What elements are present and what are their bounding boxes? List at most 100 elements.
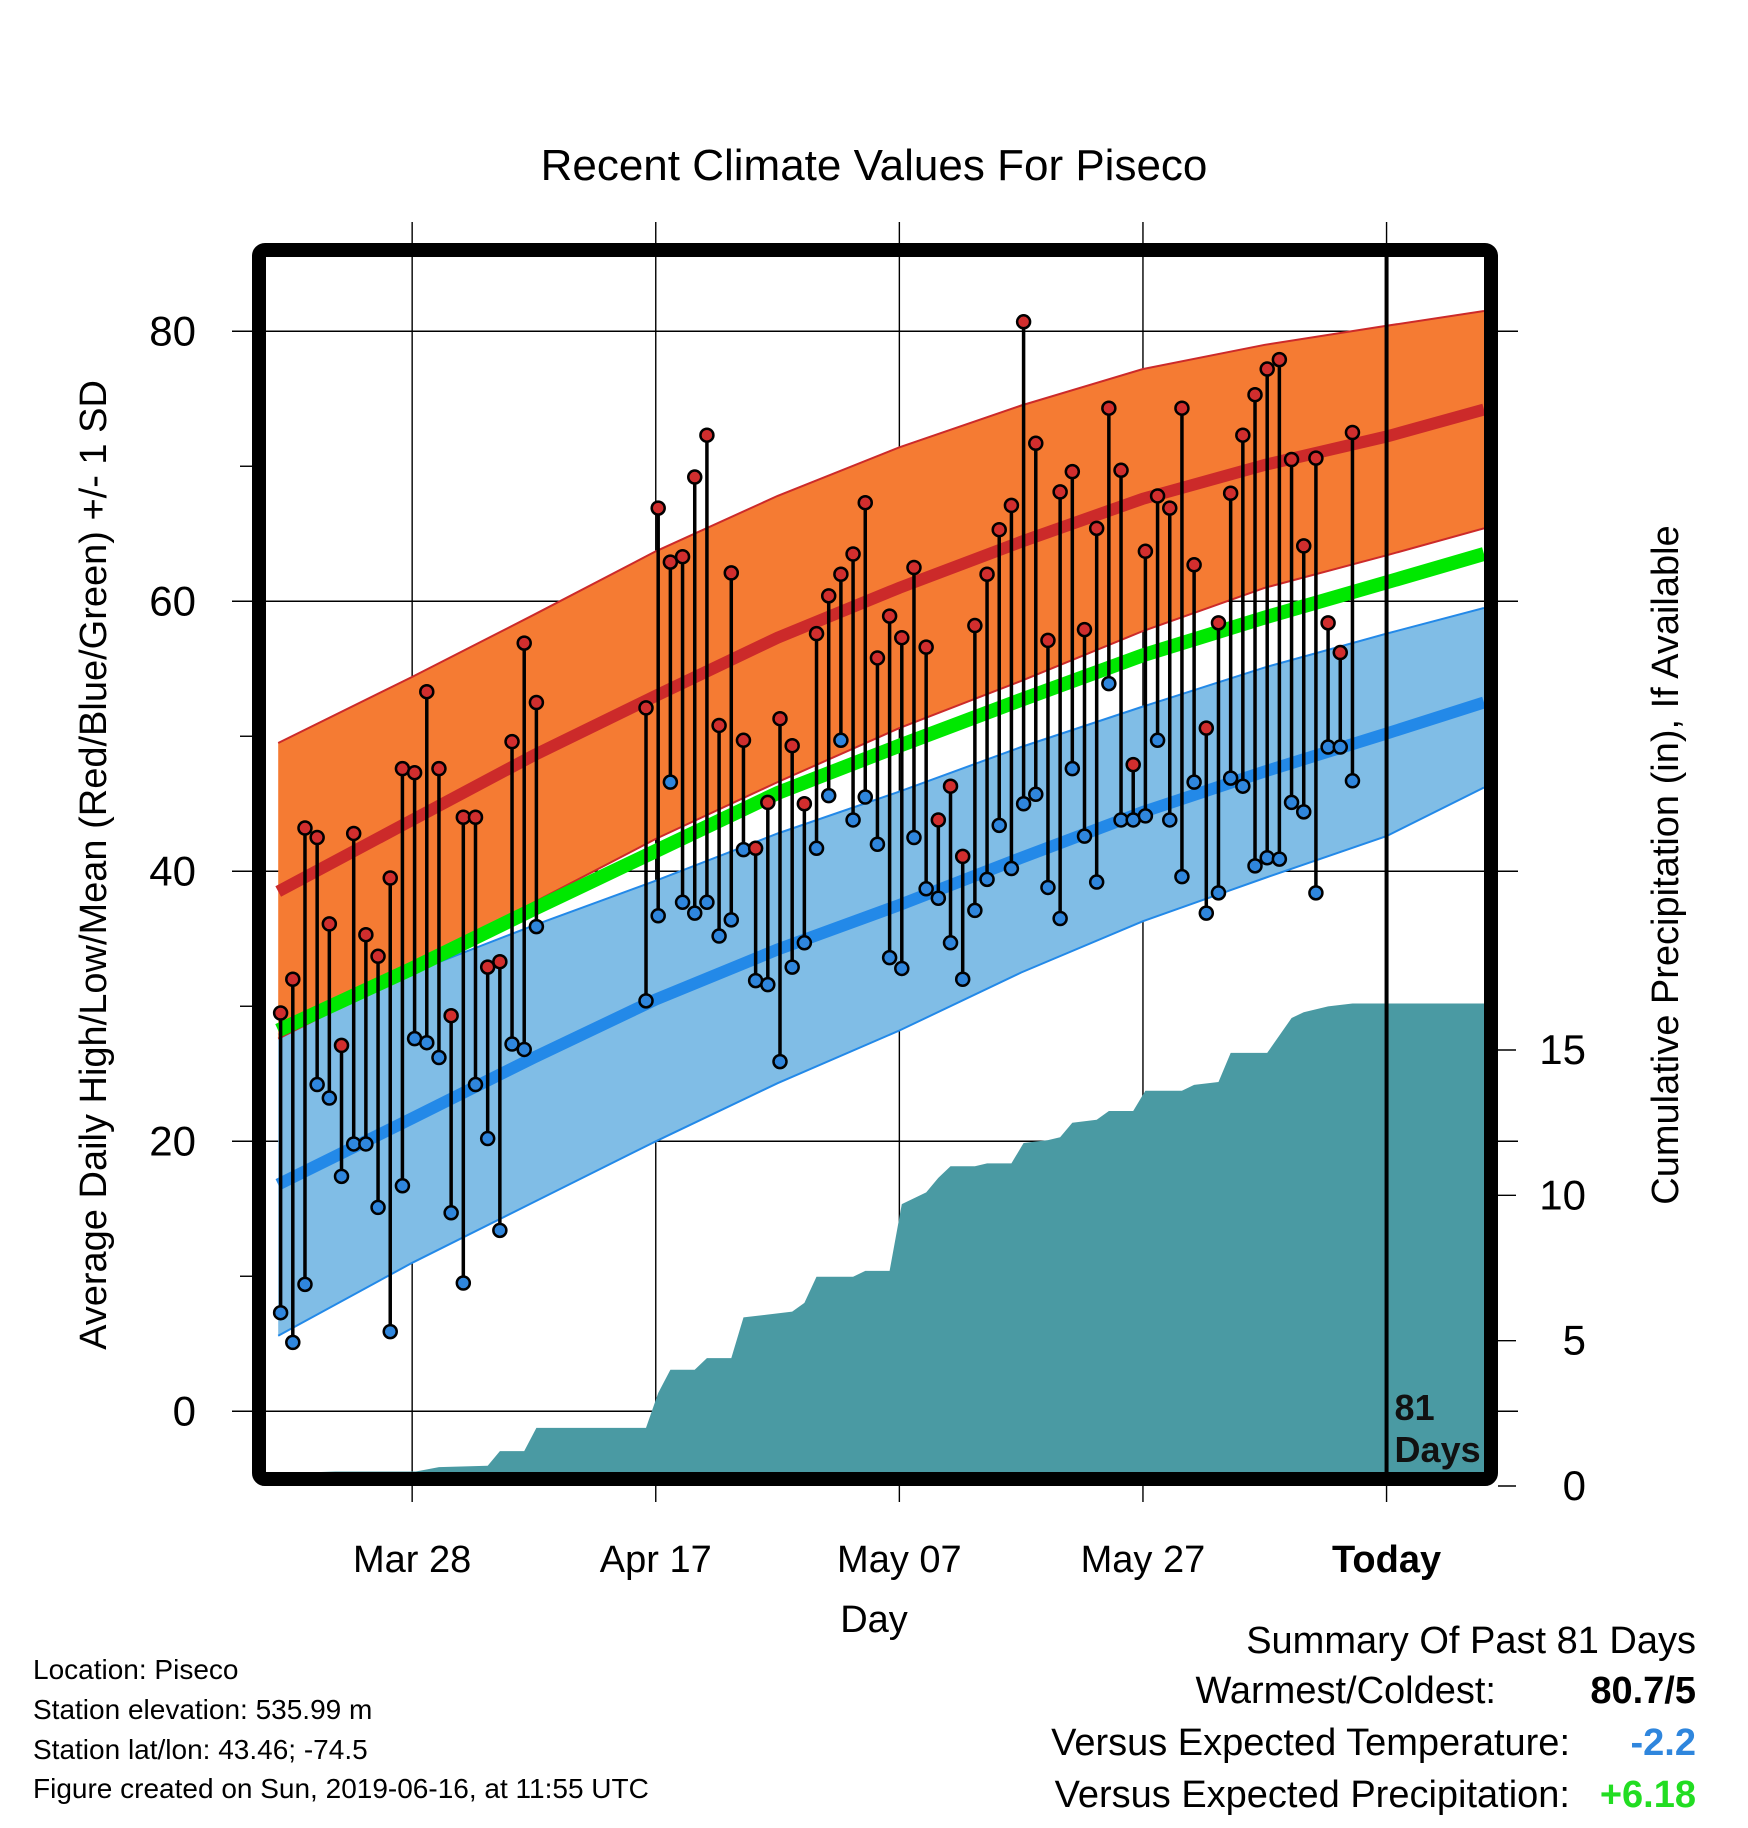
daily-low-point — [419, 1034, 435, 1051]
daily-high-point — [333, 1037, 350, 1054]
daily-low-point — [881, 949, 898, 966]
daily-low-point — [504, 1036, 520, 1052]
daily-high-point — [1064, 463, 1081, 480]
chart-title: Recent Climate Values For Piseco — [541, 141, 1208, 190]
daily-low-point — [1222, 770, 1239, 786]
daily-high-point — [419, 683, 435, 700]
daily-high-point — [906, 559, 922, 576]
daily-high-point — [1162, 500, 1178, 516]
daily-high-point — [1344, 424, 1361, 441]
daily-low-point — [394, 1178, 411, 1194]
summary-temp-value: -2.2 — [1630, 1722, 1696, 1764]
daily-low-point — [991, 817, 1007, 834]
daily-low-point — [1028, 786, 1044, 803]
daily-high-point — [857, 494, 874, 511]
daily-high-point — [504, 733, 520, 750]
daily-low-point — [845, 812, 861, 828]
daily-high-point — [1040, 632, 1056, 649]
daily-stems-layer — [278, 321, 1355, 1343]
daily-high-point — [1222, 485, 1239, 501]
plot-border — [252, 243, 1498, 1486]
daily-high-point — [1101, 400, 1117, 416]
daily-low-point — [906, 829, 922, 846]
daily-low-point — [455, 1275, 472, 1291]
daily-high-point — [1137, 543, 1154, 560]
daily-high-point — [1174, 400, 1190, 416]
daily-high-point — [784, 737, 800, 754]
daily-high-point — [443, 1007, 459, 1024]
daily-low-point — [723, 912, 740, 928]
daily-low-point — [760, 976, 776, 993]
y2-tick-label: 10 — [1539, 1171, 1586, 1218]
daily-low-point — [285, 1334, 301, 1351]
y-tick-label: 40 — [149, 847, 196, 894]
y-axis-label: Average Daily High/Low/Mean (Red/Blue/Gr… — [73, 380, 115, 1350]
daily-low-point — [528, 918, 545, 935]
daily-high-point — [894, 629, 910, 646]
y2-axis-label: Cumulative Precipitation (in), If Availa… — [1645, 525, 1687, 1204]
daily-low-point — [358, 1136, 374, 1152]
daily-low-point — [1186, 774, 1202, 790]
daily-high-point — [869, 650, 886, 666]
daily-low-point — [297, 1276, 313, 1293]
daily-high-point — [309, 829, 325, 846]
x-tick-label: May 07 — [837, 1539, 962, 1581]
precip-area — [278, 1003, 1484, 1472]
daily-low-point — [1149, 732, 1166, 749]
daily-low-point — [869, 836, 886, 852]
summary-precip-label: Versus Expected Precipitation: — [1054, 1774, 1570, 1816]
daily-low-point — [1283, 794, 1300, 811]
daily-high-point — [967, 617, 983, 634]
daily-high-point — [1003, 497, 1020, 514]
daily-high-point — [918, 639, 934, 655]
daily-low-point — [857, 789, 874, 805]
summary-heading: Summary Of Past 81 Days — [1246, 1620, 1696, 1662]
y-tick-label: 20 — [149, 1117, 196, 1164]
daily-high-point — [467, 809, 484, 825]
normal-high-upper-edge — [277, 310, 1484, 744]
daily-high-point — [638, 700, 654, 716]
info-created: Figure created on Sun, 2019-06-16, at 11… — [33, 1773, 649, 1804]
daily-low-point — [954, 971, 971, 987]
normal-high-mean-line — [275, 403, 1484, 897]
info-latlon: Station lat/lon: 43.46; -74.5 — [33, 1734, 368, 1765]
daily-low-point — [979, 871, 995, 888]
daily-high-point — [735, 732, 752, 749]
daily-low-point — [492, 1222, 508, 1239]
daily-high-point — [1320, 615, 1336, 631]
daily-low-point — [1308, 885, 1324, 901]
daily-low-point — [1332, 739, 1349, 755]
daily-high-point — [345, 825, 362, 842]
daily-high-point — [1295, 538, 1312, 554]
daily-high-point — [662, 554, 679, 570]
daily-low-point — [1040, 879, 1056, 896]
daily-high-point — [881, 608, 898, 624]
daily-high-point — [1028, 435, 1044, 452]
daily-high-point — [1210, 615, 1227, 631]
daily-low-point — [1235, 778, 1251, 794]
daily-high-point — [760, 794, 776, 811]
y2-tick-label: 0 — [1563, 1462, 1586, 1509]
daily-low-point — [1174, 868, 1190, 885]
daily-high-point — [808, 625, 825, 642]
daily-high-point — [1308, 450, 1324, 466]
daily-low-point — [333, 1168, 350, 1185]
daily-low-point — [1198, 905, 1215, 921]
daily-low-point — [1137, 808, 1154, 824]
daily-high-point — [358, 926, 374, 943]
daily-low-point — [711, 928, 727, 944]
daily-low-point — [674, 894, 691, 911]
y-tick-label: 60 — [149, 577, 196, 624]
daily-high-point — [796, 796, 813, 812]
daily-low-point — [918, 881, 934, 897]
daily-low-point — [638, 993, 654, 1009]
daily-low-point — [942, 935, 959, 951]
daily-low-point — [382, 1323, 398, 1340]
daily-high-point — [699, 427, 715, 443]
daily-low-point — [1295, 804, 1312, 820]
x-tick-label: Mar 28 — [353, 1539, 471, 1581]
daily-low-point — [1015, 796, 1032, 812]
daily-low-point — [820, 787, 837, 804]
daily-low-point — [467, 1076, 484, 1093]
daily-low-point — [784, 959, 800, 975]
